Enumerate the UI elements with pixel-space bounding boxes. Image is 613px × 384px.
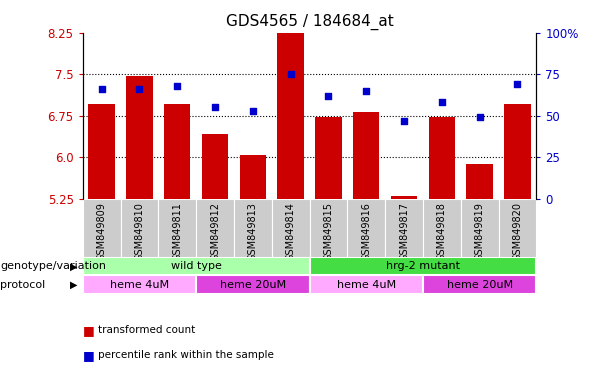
Point [286,71,295,77]
Bar [88,104,115,199]
Bar [353,112,379,199]
Bar [158,199,196,257]
Text: GSM849817: GSM849817 [399,202,409,261]
Text: GSM849815: GSM849815 [324,202,333,261]
Point [134,86,145,92]
Point [512,81,522,87]
Text: genotype/variation: genotype/variation [0,262,106,271]
Text: heme 4uM: heme 4uM [110,280,169,290]
Text: heme 4uM: heme 4uM [337,280,396,290]
Bar [423,275,536,294]
Bar [498,199,536,257]
Text: ■: ■ [83,324,94,337]
Bar [164,104,191,199]
Text: wild type: wild type [171,262,221,271]
Text: percentile rank within the sample: percentile rank within the sample [98,350,274,360]
Bar [391,196,417,199]
Bar [466,164,493,199]
Bar [278,31,304,199]
Bar [385,199,423,257]
Bar [315,118,341,199]
Text: heme 20uM: heme 20uM [220,280,286,290]
Point [361,88,371,94]
Text: GSM849819: GSM849819 [474,202,485,261]
Bar [196,199,234,257]
Text: transformed count: transformed count [98,325,196,335]
Point [97,86,107,92]
Bar [310,275,423,294]
Bar [272,199,310,257]
Text: hrg-2 mutant: hrg-2 mutant [386,262,460,271]
Bar [423,199,461,257]
Text: GSM849814: GSM849814 [286,202,295,261]
Bar [196,275,310,294]
Bar [234,199,272,257]
Text: protocol: protocol [0,280,45,290]
Bar [348,199,385,257]
Text: GSM849820: GSM849820 [512,202,522,261]
Text: GSM849812: GSM849812 [210,202,220,261]
Bar [83,199,121,257]
Text: heme 20uM: heme 20uM [447,280,512,290]
Point [437,99,447,106]
Text: GSM849816: GSM849816 [361,202,371,261]
Text: GSM849818: GSM849818 [437,202,447,261]
Point [475,114,485,121]
Text: GSM849809: GSM849809 [97,202,107,261]
Title: GDS4565 / 184684_at: GDS4565 / 184684_at [226,14,394,30]
Point [210,104,220,111]
Text: ▶: ▶ [70,280,77,290]
Bar [83,257,310,275]
Text: ▶: ▶ [70,262,77,271]
Bar [504,104,531,199]
Bar [461,199,498,257]
Point [248,108,257,114]
Text: ■: ■ [83,349,94,362]
Bar [202,134,228,199]
Text: GSM849813: GSM849813 [248,202,258,261]
Point [172,83,182,89]
Bar [83,275,196,294]
Bar [310,257,536,275]
Text: GSM849811: GSM849811 [172,202,182,261]
Point [399,118,409,124]
Bar [121,199,158,257]
Bar [310,199,348,257]
Text: GSM849810: GSM849810 [134,202,145,261]
Bar [240,155,266,199]
Bar [126,76,153,199]
Bar [428,118,455,199]
Point [324,93,333,99]
